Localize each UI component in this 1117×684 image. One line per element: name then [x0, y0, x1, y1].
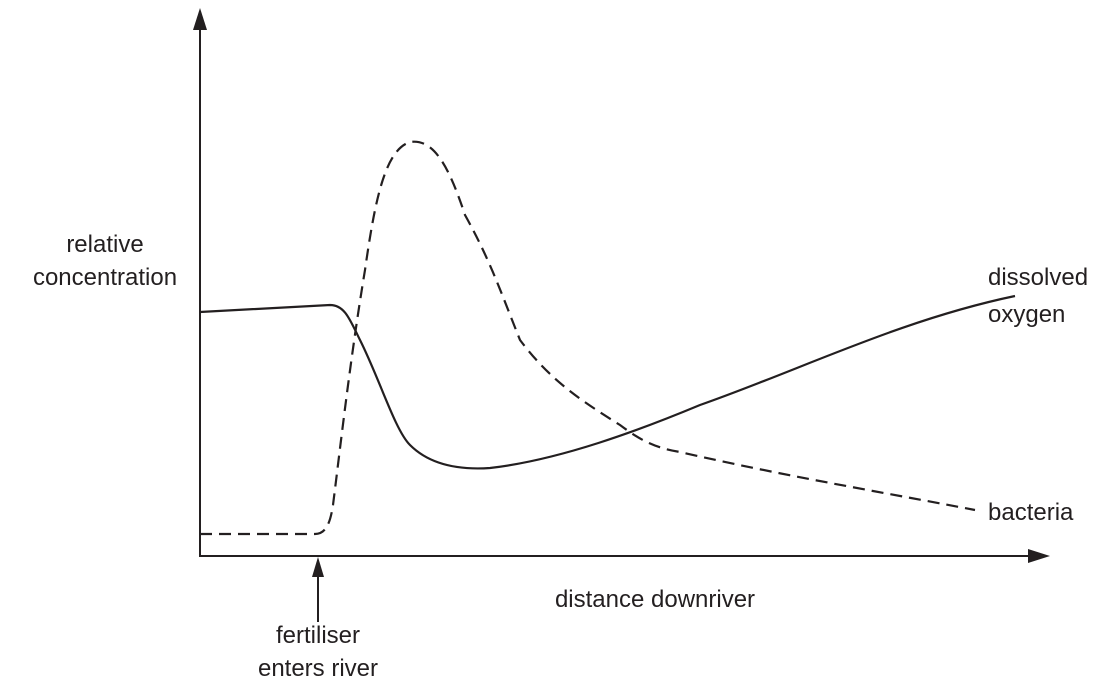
x-axis-label: distance downriver	[555, 586, 755, 613]
annotation: fertiliser	[276, 622, 360, 649]
y-axis-label: concentration	[33, 264, 177, 291]
bacteria-curve	[200, 140, 976, 536]
annotation-arrow-head	[312, 557, 324, 577]
oxygen-curve	[199, 294, 1016, 470]
curve-label: oxygen	[988, 301, 1065, 328]
curve-label: bacteria	[988, 499, 1074, 526]
y-axis-label: relative	[66, 231, 143, 258]
curve-label: dissolved	[988, 264, 1088, 291]
annotation: enters river	[258, 655, 378, 682]
y-axis-arrow	[193, 8, 207, 30]
x-axis-arrow	[1028, 549, 1050, 563]
